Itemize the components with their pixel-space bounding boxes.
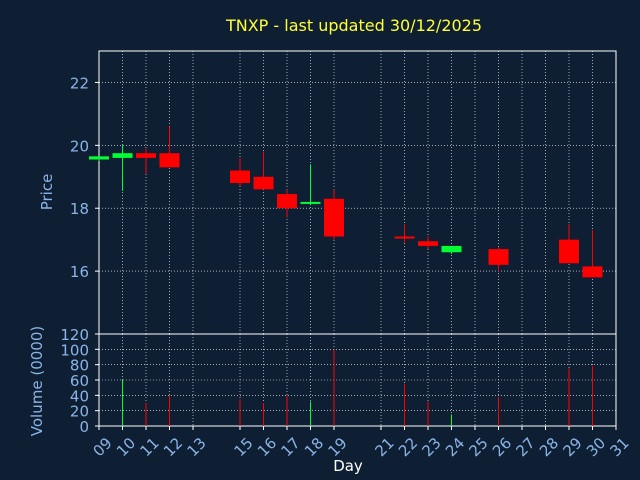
x-tick-label: 30 [583,434,609,460]
x-tick-label: 24 [442,434,468,460]
volume-tick-label: 20 [70,403,89,421]
volume-tick-label: 60 [70,372,89,390]
chart-title: TNXP - last updated 30/12/2025 [225,16,482,35]
x-tick-label: 23 [419,434,445,460]
x-tick-label: 09 [90,434,116,460]
x-tick-label: 17 [278,434,304,460]
candle-body [277,194,297,209]
x-tick-label: 31 [607,434,633,460]
x-tick-label: 27 [513,434,539,460]
candle-body [488,249,509,265]
x-tick-label: 18 [301,434,327,460]
x-tick-label: 15 [231,434,257,460]
x-tick-label: 29 [560,434,586,460]
x-tick-label: 22 [395,434,421,460]
x-tick-label: 26 [489,434,515,460]
candle-body [441,245,462,253]
volume-axis-label: Volume (0000) [28,326,46,436]
candle-body [253,176,274,190]
x-tick-label: 12 [160,434,186,460]
x-tick-label: 28 [536,434,562,460]
candle-body [559,239,579,264]
candle-body [394,236,415,239]
price-tick-label: 20 [70,137,89,155]
volume-tick-label: 100 [60,341,89,359]
x-tick-label: 13 [184,434,210,460]
x-tick-label: 16 [254,434,280,460]
candle-body [418,241,438,246]
x-axis-label: Day [333,457,363,475]
volume-tick-label: 80 [70,357,89,375]
price-tick-label: 18 [70,200,89,218]
candle-body [230,170,250,184]
x-tick-label: 11 [137,434,163,460]
candle-body [300,201,321,204]
x-tick-label: 25 [466,434,492,460]
volume-tick-label: 0 [79,418,89,436]
price-axis-label: Price [38,174,56,211]
x-tick-label: 10 [113,434,139,460]
candle-body [324,198,344,237]
candle-body [112,153,133,158]
candle-body [582,266,603,278]
volume-tick-label: 40 [70,387,89,405]
price-panel: 16 18 20 22 [70,50,617,335]
volume-tick-label: 120 [60,326,89,344]
candle-body [136,153,156,158]
price-tick-label: 16 [70,263,89,281]
price-plot-frame [98,50,617,335]
price-tick-label: 22 [70,74,89,92]
candle-body [159,153,180,168]
x-tick-label: 21 [372,434,398,460]
candle-body [89,156,109,160]
